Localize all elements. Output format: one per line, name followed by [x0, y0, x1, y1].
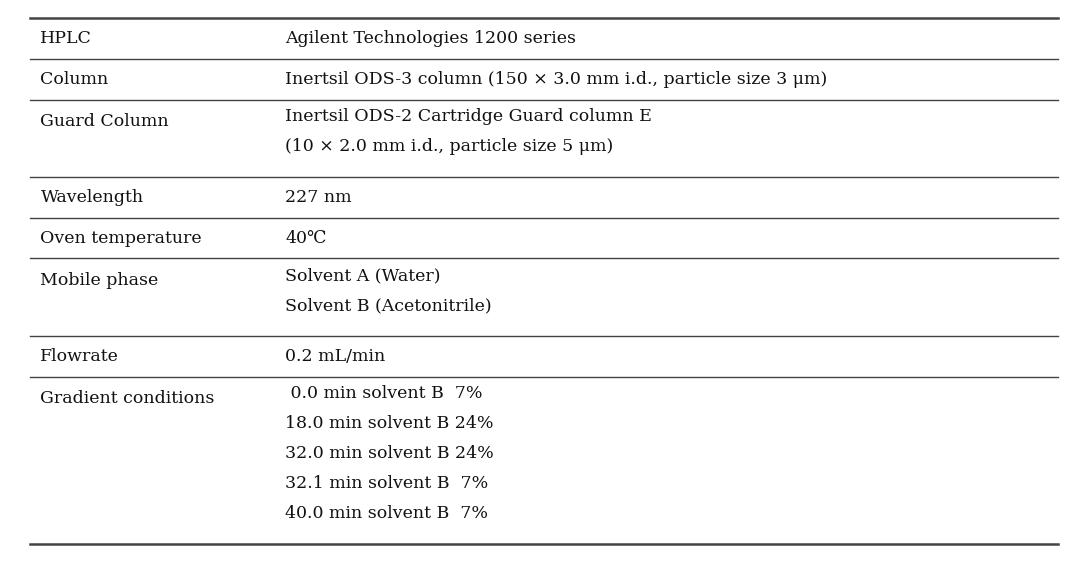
Text: Gradient conditions: Gradient conditions [40, 389, 214, 407]
Text: (10 × 2.0 mm i.d., particle size 5 μm): (10 × 2.0 mm i.d., particle size 5 μm) [285, 138, 614, 155]
Text: Agilent Technologies 1200 series: Agilent Technologies 1200 series [285, 30, 577, 47]
Text: Column: Column [40, 71, 109, 88]
Text: 40℃: 40℃ [285, 229, 326, 247]
Text: 0.2 mL/min: 0.2 mL/min [285, 348, 385, 365]
Text: Inertsil ODS-2 Cartridge Guard column E: Inertsil ODS-2 Cartridge Guard column E [285, 108, 653, 125]
Text: Flowrate: Flowrate [40, 348, 120, 365]
Text: Solvent A (Water): Solvent A (Water) [285, 267, 441, 284]
Text: HPLC: HPLC [40, 30, 92, 47]
Text: Inertsil ODS-3 column (150 × 3.0 mm i.d., particle size 3 μm): Inertsil ODS-3 column (150 × 3.0 mm i.d.… [285, 71, 828, 88]
Text: 227 nm: 227 nm [285, 189, 353, 206]
Text: Oven temperature: Oven temperature [40, 229, 202, 247]
Text: Wavelength: Wavelength [40, 189, 144, 206]
Text: Guard Column: Guard Column [40, 112, 169, 130]
Text: 32.1 min solvent B  7%: 32.1 min solvent B 7% [285, 475, 489, 492]
Text: 40.0 min solvent B  7%: 40.0 min solvent B 7% [285, 505, 489, 522]
Text: Solvent B (Acetonitrile): Solvent B (Acetonitrile) [285, 297, 492, 314]
Text: Mobile phase: Mobile phase [40, 271, 159, 288]
Text: 0.0 min solvent B  7%: 0.0 min solvent B 7% [285, 385, 483, 402]
Text: 32.0 min solvent B 24%: 32.0 min solvent B 24% [285, 445, 494, 462]
Text: 18.0 min solvent B 24%: 18.0 min solvent B 24% [285, 415, 494, 432]
